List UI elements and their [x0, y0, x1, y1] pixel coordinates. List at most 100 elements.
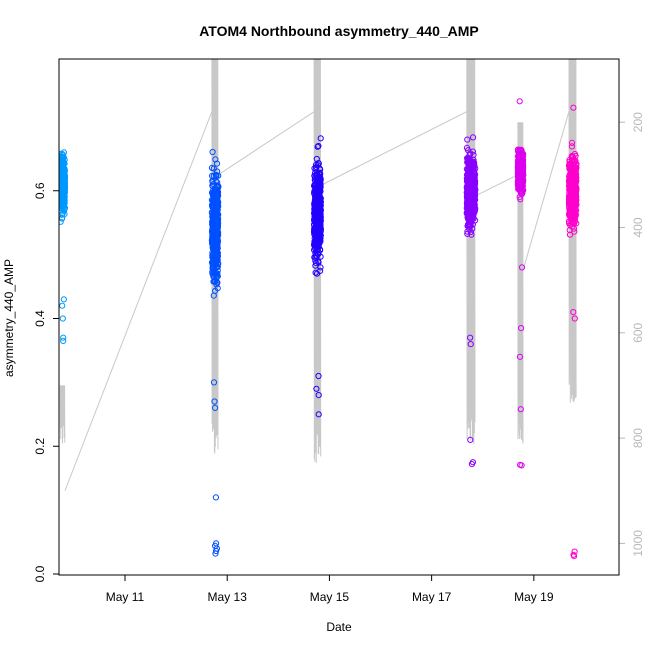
- data-point: [568, 139, 576, 146]
- data-point: [465, 157, 472, 165]
- data-point: [518, 167, 525, 174]
- data-point: [60, 154, 67, 161]
- data-point: [313, 270, 321, 277]
- data-point: [311, 246, 318, 254]
- chart-title: ATOM4 Northbound asymmetry_440_AMP: [199, 23, 479, 39]
- data-point: [312, 262, 319, 269]
- data-point: [60, 176, 68, 183]
- depth-profile: [517, 122, 524, 444]
- data-point: [465, 176, 472, 183]
- y2-tick-label: 400: [631, 217, 645, 237]
- data-point: [214, 267, 221, 274]
- data-point: [214, 285, 221, 292]
- data-point: [212, 185, 220, 192]
- data-point: [469, 202, 476, 209]
- data-point: [467, 165, 474, 172]
- data-point-outlier: [467, 341, 474, 348]
- y-tick-label: 0.2: [33, 438, 47, 455]
- data-point: [317, 221, 324, 228]
- data-point: [566, 227, 573, 234]
- data-point: [215, 192, 222, 199]
- data-point: [209, 148, 216, 156]
- data-point: [468, 210, 475, 217]
- data-point: [212, 156, 219, 163]
- data-point: [59, 161, 65, 169]
- data-point: [571, 159, 579, 166]
- data-point: [59, 150, 64, 157]
- data-point-outlier: [518, 462, 525, 469]
- data-point: [209, 240, 216, 247]
- data-point: [518, 178, 525, 185]
- data-point-outlier: [467, 436, 474, 443]
- data-point: [517, 196, 524, 203]
- data-point: [214, 236, 221, 243]
- data-point: [312, 245, 319, 252]
- data-point-outlier: [571, 315, 578, 322]
- data-point: [213, 173, 220, 180]
- data-point: [60, 190, 67, 197]
- data-point: [464, 230, 471, 237]
- depth-lines: [59, 59, 577, 491]
- data-point: [464, 198, 471, 205]
- data-point: [313, 155, 320, 163]
- x-tick-label: May 15: [310, 590, 350, 604]
- data-point: [311, 235, 318, 242]
- data-point-outlier: [59, 315, 66, 322]
- data-point: [214, 202, 221, 209]
- data-point: [209, 235, 216, 242]
- data-point-outlier: [60, 337, 67, 344]
- data-point: [316, 197, 323, 204]
- data-point: [569, 184, 576, 191]
- data-point: [311, 196, 319, 203]
- data-point: [209, 177, 216, 185]
- data-point: [570, 225, 578, 232]
- data-point: [573, 211, 580, 218]
- data-point-outlier: [60, 334, 67, 341]
- data-point-outlier: [315, 411, 322, 418]
- x-tick-label: May 17: [412, 590, 452, 604]
- data-point: [569, 204, 576, 211]
- data-point: [312, 269, 319, 276]
- transit-line: [522, 111, 570, 270]
- data-point: [570, 188, 577, 195]
- data-point: [313, 232, 320, 239]
- data-point: [210, 189, 217, 196]
- depth-profile: [466, 59, 476, 445]
- data-point: [464, 147, 472, 154]
- data-point: [566, 156, 573, 163]
- axes: May 11 May 13 May 15 May 17 May 19 0.0 0.2 0.4 0…: [33, 112, 645, 604]
- data-point: [312, 252, 319, 259]
- data-point: [518, 171, 525, 178]
- data-point-outlier: [517, 406, 524, 413]
- data-point: [317, 135, 324, 142]
- data-point: [210, 292, 217, 299]
- data-point: [314, 143, 321, 150]
- data-point: [312, 203, 319, 210]
- data-point: [572, 170, 579, 177]
- data-point: [316, 165, 323, 172]
- data-point: [214, 226, 221, 233]
- data-point: [59, 168, 64, 175]
- data-point-outlier: [571, 548, 578, 555]
- data-point: [515, 160, 522, 167]
- data-point-outlier: [467, 334, 474, 341]
- y-axis-label: asymmetry_440_AMP: [2, 259, 16, 377]
- data-point: [572, 203, 579, 210]
- data-point: [516, 146, 523, 153]
- data-point: [466, 221, 473, 228]
- y2-tick-label: 600: [631, 322, 645, 342]
- data-point: [570, 177, 577, 184]
- data-point-outlier: [516, 353, 524, 360]
- data-point-outlier: [210, 379, 218, 386]
- data-point: [213, 275, 220, 282]
- data-point: [566, 203, 573, 210]
- data-point: [214, 199, 221, 207]
- data-point: [566, 231, 574, 238]
- data-point: [313, 209, 321, 216]
- y-tick-label: 0.6: [33, 182, 47, 199]
- data-point: [470, 194, 477, 201]
- data-point-outlier: [213, 547, 220, 555]
- plot-frame: [58, 58, 620, 576]
- data-point-outlier: [211, 398, 218, 405]
